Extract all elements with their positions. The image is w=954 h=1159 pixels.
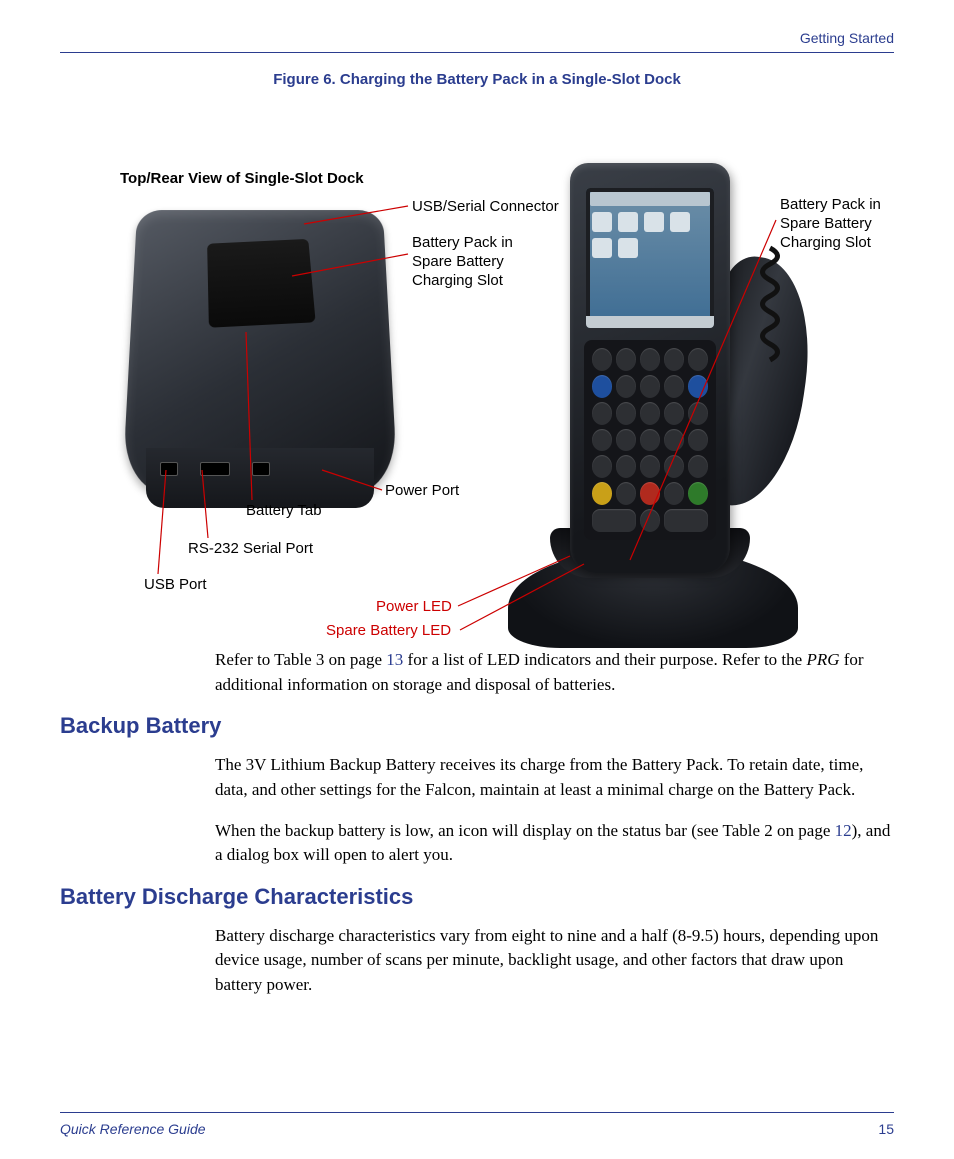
rs232-port-shape — [200, 462, 230, 476]
text-run: When the backup battery is low, an icon … — [215, 821, 835, 840]
footer-title: Quick Reference Guide — [60, 1121, 206, 1137]
para-discharge-1: Battery discharge characteristics vary f… — [215, 924, 894, 998]
page-number: 15 — [878, 1121, 894, 1137]
figure-area: Top/Rear View of Single-Slot Dock USB/Se… — [60, 108, 894, 648]
prg-ref: PRG — [806, 650, 839, 669]
page-link-12[interactable]: 12 — [835, 821, 852, 840]
handheld-screen — [586, 188, 714, 328]
heading-discharge: Battery Discharge Characteristics — [60, 884, 894, 910]
text-run: Refer to Table 3 on page — [215, 650, 386, 669]
label-battery-tab: Battery Tab — [246, 502, 322, 521]
label-usb-port: USB Port — [144, 576, 207, 595]
para-backup-1: The 3V Lithium Backup Battery receives i… — [215, 753, 894, 802]
label-battery-pack-spare-left: Battery Pack in Spare Battery Charging S… — [412, 234, 513, 290]
header-rule — [60, 52, 894, 53]
figure-caption: Figure 6. Charging the Battery Pack in a… — [60, 71, 894, 88]
dock-spare-battery-shape — [207, 239, 316, 328]
footer-rule — [60, 1112, 894, 1113]
label-spare-battery-led: Spare Battery LED — [326, 622, 451, 641]
dock-ports-row — [150, 456, 370, 482]
power-port-shape — [252, 462, 270, 476]
coiled-cord-icon — [760, 238, 820, 378]
label-battery-pack-spare-right: Battery Pack in Spare Battery Charging S… — [780, 196, 881, 252]
text-run: for a list of LED indicators and their p… — [403, 650, 806, 669]
label-power-led: Power LED — [376, 598, 452, 617]
page-footer: Quick Reference Guide 15 — [60, 1121, 894, 1137]
para-after-figure: Refer to Table 3 on page 13 for a list o… — [215, 648, 894, 697]
para-backup-2: When the backup battery is low, an icon … — [215, 819, 894, 868]
label-usb-serial-connector: USB/Serial Connector — [412, 198, 559, 217]
page-link-13[interactable]: 13 — [386, 650, 403, 669]
label-top-rear: Top/Rear View of Single-Slot Dock — [120, 170, 364, 189]
running-header: Getting Started — [60, 30, 894, 46]
handheld-keypad — [584, 340, 716, 540]
heading-backup-battery: Backup Battery — [60, 713, 894, 739]
usb-port-shape — [160, 462, 178, 476]
label-power-port: Power Port — [385, 482, 459, 501]
label-rs232: RS-232 Serial Port — [188, 540, 313, 559]
